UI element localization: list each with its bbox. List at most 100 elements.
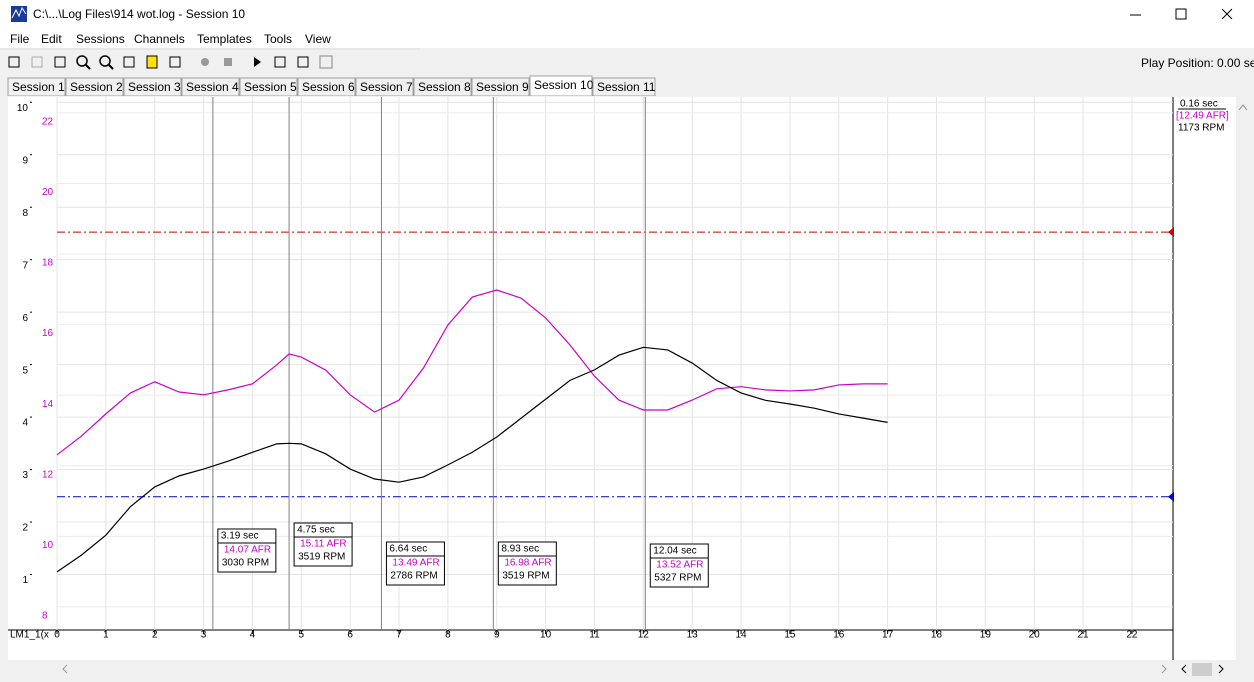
y-tick-label: 2	[22, 523, 28, 534]
toolbar-button[interactable]	[169, 56, 181, 68]
plot-area	[8, 97, 1173, 630]
x-tick-label: 20	[1029, 630, 1041, 641]
tab-label: Session 2	[70, 80, 123, 94]
toolbar-button[interactable]	[8, 56, 20, 68]
x-tick-label: 15	[784, 630, 796, 641]
x-axis-label: LM1_1(x	[10, 630, 49, 641]
tab-label: Session 8	[418, 80, 471, 94]
close-button[interactable]	[1221, 8, 1233, 20]
scroll-up[interactable]	[1238, 104, 1248, 111]
tab[interactable]: Session 7	[355, 77, 414, 97]
menu-bar: File Edit Sessions Channels Templates Tools Vi…	[10, 32, 331, 46]
tab[interactable]: Session 3	[123, 77, 182, 97]
x-tick-label: 19	[980, 630, 992, 641]
toolbar-button[interactable]	[31, 56, 43, 68]
tab[interactable]: Session 9	[471, 77, 530, 97]
menu-item[interactable]: Edit	[41, 32, 62, 46]
scroll-left[interactable]	[1181, 664, 1187, 674]
y2-tick-label: 8	[42, 611, 48, 622]
x-tick-label: 8	[445, 630, 451, 641]
x-tick-label: 21	[1077, 630, 1089, 641]
menu-item[interactable]: View	[305, 32, 331, 46]
tab[interactable]: Session 6	[297, 77, 356, 97]
readout-time: 0.16 sec	[1180, 99, 1218, 110]
tab[interactable]: Session 2	[65, 77, 124, 97]
y2-tick-label: 16	[42, 328, 54, 339]
toolbar-button[interactable]	[297, 56, 309, 68]
y2-tick-label: 18	[42, 258, 54, 269]
toolbar-button[interactable]	[224, 58, 232, 66]
maximize-button[interactable]	[1175, 8, 1187, 20]
toolbar-button[interactable]	[146, 55, 158, 69]
tab-label: Session 4	[186, 80, 239, 94]
x-tick-label: 18	[931, 630, 943, 641]
x-tick-label: 0	[54, 630, 60, 641]
toolbar-button[interactable]	[123, 56, 135, 68]
vertical-scrollbar[interactable]	[1236, 97, 1250, 660]
menu-item[interactable]: File	[10, 32, 30, 46]
cursor-readout: 4.75 sec 15.11 AFR 3519 RPM	[293, 522, 353, 567]
stop-icon	[224, 58, 232, 66]
tab-label: Session 10	[534, 78, 594, 92]
toolbar-button[interactable]	[254, 57, 261, 67]
menu-item[interactable]: Channels	[134, 32, 185, 46]
readout-box	[649, 543, 709, 588]
toolbar-button[interactable]	[201, 58, 209, 66]
cursor-time: 12.04 sec	[653, 546, 696, 557]
window-title: C:\...\Log Files\914 wot.log - Session 1…	[33, 7, 245, 21]
y2-tick-label: 12	[42, 469, 54, 480]
scroll-thumb[interactable]	[1192, 663, 1212, 676]
readout-box	[293, 522, 353, 567]
x-tick-label: 10	[540, 630, 552, 641]
cursor-afr: 16.98 AFR	[504, 558, 551, 569]
scroll-right-thumb[interactable]	[1161, 664, 1167, 674]
series-line	[56, 346, 888, 573]
tool-icon	[297, 56, 309, 68]
toolbar-button[interactable]	[319, 55, 333, 69]
zoom-icon	[76, 55, 88, 67]
cursor-time: 8.93 sec	[501, 544, 539, 555]
x-tick-label: 4	[250, 630, 256, 641]
y-tick-label: 8	[22, 208, 28, 219]
tool-icon	[31, 56, 43, 68]
menu-item[interactable]: Tools	[264, 32, 292, 46]
record-icon	[201, 58, 209, 66]
tool-icon	[274, 56, 286, 68]
x-tick-label: 9	[494, 630, 500, 641]
tab[interactable]: Session 10	[529, 75, 594, 97]
horizontal-scrollbar[interactable]	[8, 662, 1250, 677]
readout-box	[217, 528, 277, 573]
cursor-afr: 13.52 AFR	[656, 560, 703, 571]
tab[interactable]: Session 8	[413, 77, 472, 97]
y2-tick-label: 10	[42, 540, 54, 551]
menu-item[interactable]: Templates	[197, 32, 252, 46]
tab[interactable]: Session 4	[181, 77, 240, 97]
cursor-readout: 6.64 sec 13.49 AFR 2786 RPM	[385, 541, 445, 586]
y2-tick-label: 22	[42, 117, 54, 128]
readout-panel	[1174, 97, 1236, 660]
readout-box	[497, 541, 557, 586]
y-tick-label: 6	[22, 313, 28, 324]
cursor-afr: 13.49 AFR	[392, 558, 439, 569]
x-tick-label: 1	[103, 630, 109, 641]
cursor-afr: 14.07 AFR	[224, 545, 271, 556]
tab-label: Session 5	[244, 80, 297, 94]
toolbar-button[interactable]	[54, 56, 66, 68]
tab-label: Session 6	[302, 80, 355, 94]
scroll-right[interactable]	[1218, 664, 1224, 674]
cursor-time: 6.64 sec	[389, 544, 427, 555]
toolbar-button[interactable]	[99, 55, 114, 70]
play-icon	[254, 57, 261, 67]
tab[interactable]: Session 5	[239, 77, 298, 97]
toolbar-button[interactable]	[76, 55, 91, 70]
tool-icon	[169, 56, 181, 68]
menu-item[interactable]: Sessions	[76, 32, 125, 46]
cursor-readout: 12.04 sec 13.52 AFR 5327 RPM	[649, 543, 709, 588]
tab[interactable]: Session 11	[592, 77, 656, 97]
x-tick-label: 3	[201, 630, 207, 641]
scroll-left-thumb[interactable]	[62, 664, 68, 674]
x-tick-label: 6	[347, 630, 353, 641]
toolbar-button[interactable]	[274, 56, 286, 68]
zoom-handle	[85, 64, 91, 70]
tab[interactable]: Session 1	[7, 77, 66, 97]
